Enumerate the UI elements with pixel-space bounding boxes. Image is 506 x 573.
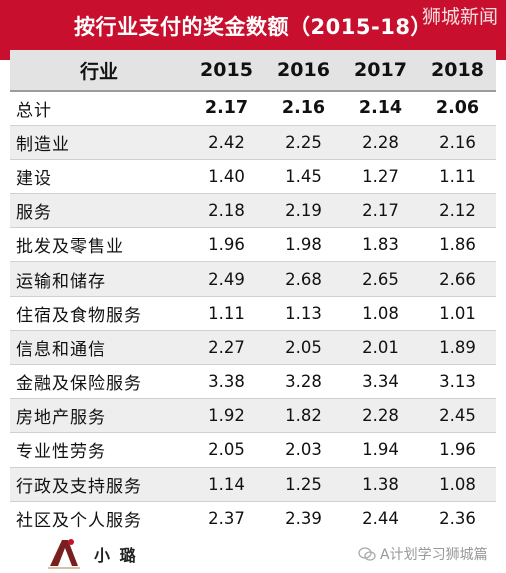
bonus-value-cell: 1.11 bbox=[188, 296, 265, 331]
bonus-value-cell: 2.19 bbox=[265, 193, 342, 229]
bonus-value-cell: 2.66 bbox=[419, 261, 496, 297]
table-body: 总计 2.17 2.16 2.14 2.06 制造业 2.42 2.25 2.28 2.16 建设 1… bbox=[10, 91, 496, 536]
bonus-value-cell: 2.27 bbox=[188, 330, 265, 366]
table-row: 房地产服务 1.92 1.82 2.28 2.45 bbox=[10, 398, 496, 434]
row-label: 制造业 bbox=[10, 125, 188, 160]
row-label: 专业性劳务 bbox=[10, 432, 188, 468]
bonus-value-cell: 2.16 bbox=[419, 125, 496, 160]
bonus-value-cell: 1.86 bbox=[419, 227, 496, 263]
bonus-value-cell: 2.12 bbox=[419, 193, 496, 229]
data-table-container: 行业 2015 2016 2017 2018 总计 2.17 2.16 2.14 2.0… bbox=[10, 50, 496, 536]
bonus-value-cell: 2.01 bbox=[342, 330, 419, 366]
bonus-value-cell: 1.92 bbox=[188, 398, 265, 434]
bonus-value-cell: 1.96 bbox=[188, 227, 265, 263]
bonus-value-cell: 1.25 bbox=[265, 467, 342, 502]
bonus-value-cell: 1.01 bbox=[419, 296, 496, 331]
bonus-value-cell: 2.06 bbox=[419, 91, 496, 126]
bonus-value-cell: 3.34 bbox=[342, 364, 419, 400]
bonus-value-cell: 3.38 bbox=[188, 364, 265, 400]
row-label: 房地产服务 bbox=[10, 398, 188, 434]
bonus-table: 行业 2015 2016 2017 2018 总计 2.17 2.16 2.14 2.0… bbox=[10, 50, 496, 536]
bonus-value-cell: 2.45 bbox=[419, 398, 496, 434]
logo-icon bbox=[48, 539, 80, 569]
bonus-value-cell: 2.37 bbox=[188, 501, 265, 536]
bonus-value-cell: 1.82 bbox=[265, 398, 342, 434]
bonus-value-cell: 1.96 bbox=[419, 432, 496, 468]
bonus-value-cell: 1.13 bbox=[265, 296, 342, 331]
bonus-value-cell: 1.94 bbox=[342, 432, 419, 468]
table-row: 住宿及食物服务 1.11 1.13 1.08 1.01 bbox=[10, 296, 496, 331]
bonus-value-cell: 2.49 bbox=[188, 261, 265, 297]
table-row: 批发及零售业 1.96 1.98 1.83 1.86 bbox=[10, 227, 496, 263]
row-label: 金融及保险服务 bbox=[10, 364, 188, 400]
bonus-value-cell: 2.36 bbox=[419, 501, 496, 536]
bonus-value-cell: 1.38 bbox=[342, 467, 419, 502]
bonus-value-cell: 1.08 bbox=[419, 467, 496, 502]
bonus-value-cell: 2.14 bbox=[342, 91, 419, 126]
column-header-industry: 行业 bbox=[10, 50, 188, 92]
bonus-value-cell: 2.44 bbox=[342, 501, 419, 536]
watermark-text: 狮城新闻 bbox=[421, 6, 498, 28]
table-row: 金融及保险服务 3.38 3.28 3.34 3.13 bbox=[10, 364, 496, 400]
bonus-value-cell: 1.27 bbox=[342, 159, 419, 195]
bonus-value-cell: 2.05 bbox=[188, 432, 265, 468]
row-label: 住宿及食物服务 bbox=[10, 296, 188, 331]
bonus-value-cell: 1.89 bbox=[419, 330, 496, 366]
bonus-value-cell: 1.83 bbox=[342, 227, 419, 263]
bonus-value-cell: 3.13 bbox=[419, 364, 496, 400]
bonus-value-cell: 2.03 bbox=[265, 432, 342, 468]
author-name: 小 璐 bbox=[94, 546, 138, 565]
column-header-2015: 2015 bbox=[188, 50, 265, 92]
bonus-value-cell: 2.39 bbox=[265, 501, 342, 536]
row-label: 社区及个人服务 bbox=[10, 501, 188, 536]
table-row: 运输和储存 2.49 2.68 2.65 2.66 bbox=[10, 261, 496, 297]
bonus-value-cell: 1.14 bbox=[188, 467, 265, 502]
bonus-value-cell: 2.28 bbox=[342, 398, 419, 434]
row-label: 行政及支持服务 bbox=[10, 467, 188, 502]
column-header-2018: 2018 bbox=[419, 50, 496, 92]
column-header-2016: 2016 bbox=[265, 50, 342, 92]
bonus-value-cell: 1.45 bbox=[265, 159, 342, 195]
bonus-value-cell: 1.11 bbox=[419, 159, 496, 195]
table-row: 社区及个人服务 2.37 2.39 2.44 2.36 bbox=[10, 501, 496, 536]
table-row: 行政及支持服务 1.14 1.25 1.38 1.08 bbox=[10, 467, 496, 502]
row-label: 服务 bbox=[10, 193, 188, 229]
bonus-value-cell: 2.28 bbox=[342, 125, 419, 160]
column-header-2017: 2017 bbox=[342, 50, 419, 92]
bonus-value-cell: 2.25 bbox=[265, 125, 342, 160]
row-label: 运输和储存 bbox=[10, 261, 188, 297]
table-row: 建设 1.40 1.45 1.27 1.11 bbox=[10, 159, 496, 195]
page-title: 按行业支付的奖金数额（2015-18） bbox=[74, 15, 432, 39]
row-label: 批发及零售业 bbox=[10, 227, 188, 263]
bonus-value-cell: 2.16 bbox=[265, 91, 342, 126]
source-label: A计划学习狮城篇 bbox=[380, 547, 488, 563]
row-label: 信息和通信 bbox=[10, 330, 188, 366]
table-row: 制造业 2.42 2.25 2.28 2.16 bbox=[10, 125, 496, 160]
table-row: 总计 2.17 2.16 2.14 2.06 bbox=[10, 91, 496, 126]
footer: 小 璐 A计划学习狮城篇 bbox=[0, 532, 506, 573]
bonus-value-cell: 1.08 bbox=[342, 296, 419, 331]
bonus-value-cell: 2.18 bbox=[188, 193, 265, 229]
row-label: 建设 bbox=[10, 159, 188, 195]
bonus-value-cell: 2.17 bbox=[188, 91, 265, 126]
table-header-row: 行业 2015 2016 2017 2018 bbox=[10, 50, 496, 92]
table-row: 服务 2.18 2.19 2.17 2.12 bbox=[10, 193, 496, 229]
bonus-value-cell: 1.40 bbox=[188, 159, 265, 195]
bonus-value-cell: 2.42 bbox=[188, 125, 265, 160]
bonus-value-cell: 2.65 bbox=[342, 261, 419, 297]
bonus-value-cell: 3.28 bbox=[265, 364, 342, 400]
table-row: 信息和通信 2.27 2.05 2.01 1.89 bbox=[10, 330, 496, 366]
bonus-value-cell: 2.05 bbox=[265, 330, 342, 366]
row-label: 总计 bbox=[10, 91, 188, 126]
bonus-value-cell: 2.17 bbox=[342, 193, 419, 229]
table-row: 专业性劳务 2.05 2.03 1.94 1.96 bbox=[10, 432, 496, 468]
bonus-value-cell: 1.98 bbox=[265, 227, 342, 263]
bonus-value-cell: 2.68 bbox=[265, 261, 342, 297]
wechat-icon bbox=[358, 547, 376, 561]
